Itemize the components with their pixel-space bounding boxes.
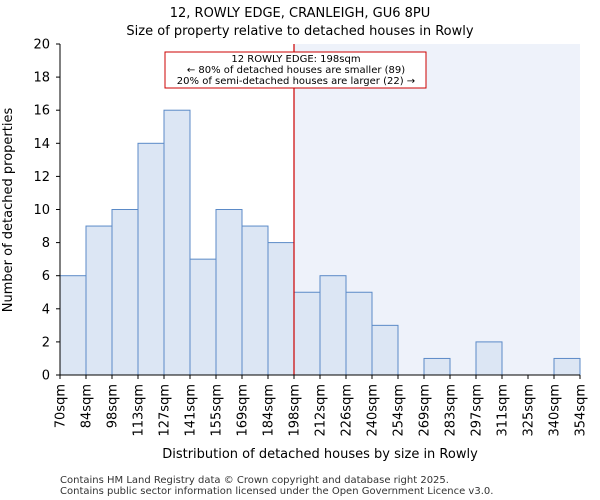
footer-line-1: Contains HM Land Registry data © Crown c…	[60, 475, 449, 486]
y-tick-label-10: 10	[33, 203, 50, 218]
bar-297sqm	[475, 341, 503, 376]
x-tick-label-184sqm: 184sqm	[262, 384, 277, 437]
annotation-frame	[164, 51, 427, 89]
x-tick-label-340sqm: 340sqm	[548, 384, 563, 437]
y-tick-label-0: 0	[42, 369, 50, 384]
bar-155sqm	[215, 209, 243, 376]
annotation-box: 12 ROWLY EDGE: 198sqm ← 80% of detached …	[164, 51, 427, 89]
x-tick-label-141sqm: 141sqm	[184, 384, 199, 437]
bar-series	[59, 109, 581, 376]
x-tick-label-254sqm: 254sqm	[392, 384, 407, 437]
annotation-line-2: ← 80% of detached houses are smaller (89…	[187, 65, 405, 76]
bar-113sqm	[137, 142, 165, 376]
x-tick-label-155sqm: 155sqm	[210, 384, 225, 437]
x-tick-label-212sqm: 212sqm	[314, 384, 329, 437]
footer: Contains HM Land Registry data © Crown c…	[60, 475, 493, 497]
bar-198sqm	[293, 291, 321, 376]
x-tick-label-325sqm: 325sqm	[522, 384, 537, 437]
bar-84sqm	[85, 225, 113, 376]
x-axis-ticks: 70sqm 84sqm 98sqm 113sqm 127sqm 141sqm 155sqm 1…	[54, 375, 589, 437]
chart-subtitle: Size of property relative to detached ho…	[126, 24, 473, 39]
chart-titles: 12, ROWLY EDGE, CRANLEIGH, GU6 8PU Size …	[126, 6, 473, 39]
x-tick-label-283sqm: 283sqm	[444, 384, 459, 437]
bar-240sqm	[371, 324, 399, 376]
y-tick-label-18: 18	[33, 71, 50, 86]
bar-269sqm	[423, 357, 451, 376]
annotation-line-1: 12 ROWLY EDGE: 198sqm	[231, 54, 360, 65]
y-tick-label-2: 2	[42, 335, 50, 350]
y-tick-label-8: 8	[42, 236, 50, 251]
bar-127sqm	[163, 109, 191, 376]
bar-70sqm	[59, 275, 87, 376]
x-tick-label-226sqm: 226sqm	[340, 384, 355, 437]
x-tick-label-169sqm: 169sqm	[236, 384, 251, 437]
bar-226sqm	[345, 291, 373, 376]
x-tick-label-311sqm: 311sqm	[496, 384, 511, 437]
bar-212sqm	[319, 275, 347, 376]
chart-title: 12, ROWLY EDGE, CRANLEIGH, GU6 8PU	[170, 6, 431, 21]
x-tick-label-70sqm: 70sqm	[54, 384, 69, 428]
x-tick-label-98sqm: 98sqm	[106, 384, 121, 428]
y-tick-label-16: 16	[33, 104, 50, 119]
x-tick-label-198sqm: 198sqm	[288, 384, 303, 437]
y-tick-label-4: 4	[42, 302, 50, 317]
x-axis-label: Distribution of detached houses by size …	[162, 447, 478, 462]
y-axis-ticks: 0 2 4 6 8 10 12 14 16 18 20	[33, 38, 60, 384]
bar-340sqm	[553, 357, 581, 376]
x-tick-label-84sqm: 84sqm	[80, 384, 95, 428]
x-tick-label-269sqm: 269sqm	[418, 384, 433, 437]
x-tick-label-354sqm: 354sqm	[574, 384, 589, 437]
y-tick-label-20: 20	[33, 38, 50, 53]
x-tick-label-240sqm: 240sqm	[366, 384, 381, 437]
annotation-line-3: 20% of semi-detached houses are larger (…	[177, 76, 415, 87]
x-tick-label-127sqm: 127sqm	[158, 384, 173, 437]
bar-184sqm	[267, 242, 295, 376]
y-tick-label-14: 14	[33, 137, 50, 152]
footer-line-2: Contains public sector information licen…	[60, 486, 493, 497]
x-tick-label-113sqm: 113sqm	[132, 384, 147, 437]
x-tick-label-297sqm: 297sqm	[470, 384, 485, 437]
y-tick-label-12: 12	[33, 170, 50, 185]
bar-98sqm	[111, 209, 139, 376]
bar-169sqm	[241, 225, 269, 376]
bar-141sqm	[189, 258, 217, 376]
y-tick-label-6: 6	[42, 269, 50, 284]
y-axis-label: Number of detached properties	[1, 108, 16, 313]
